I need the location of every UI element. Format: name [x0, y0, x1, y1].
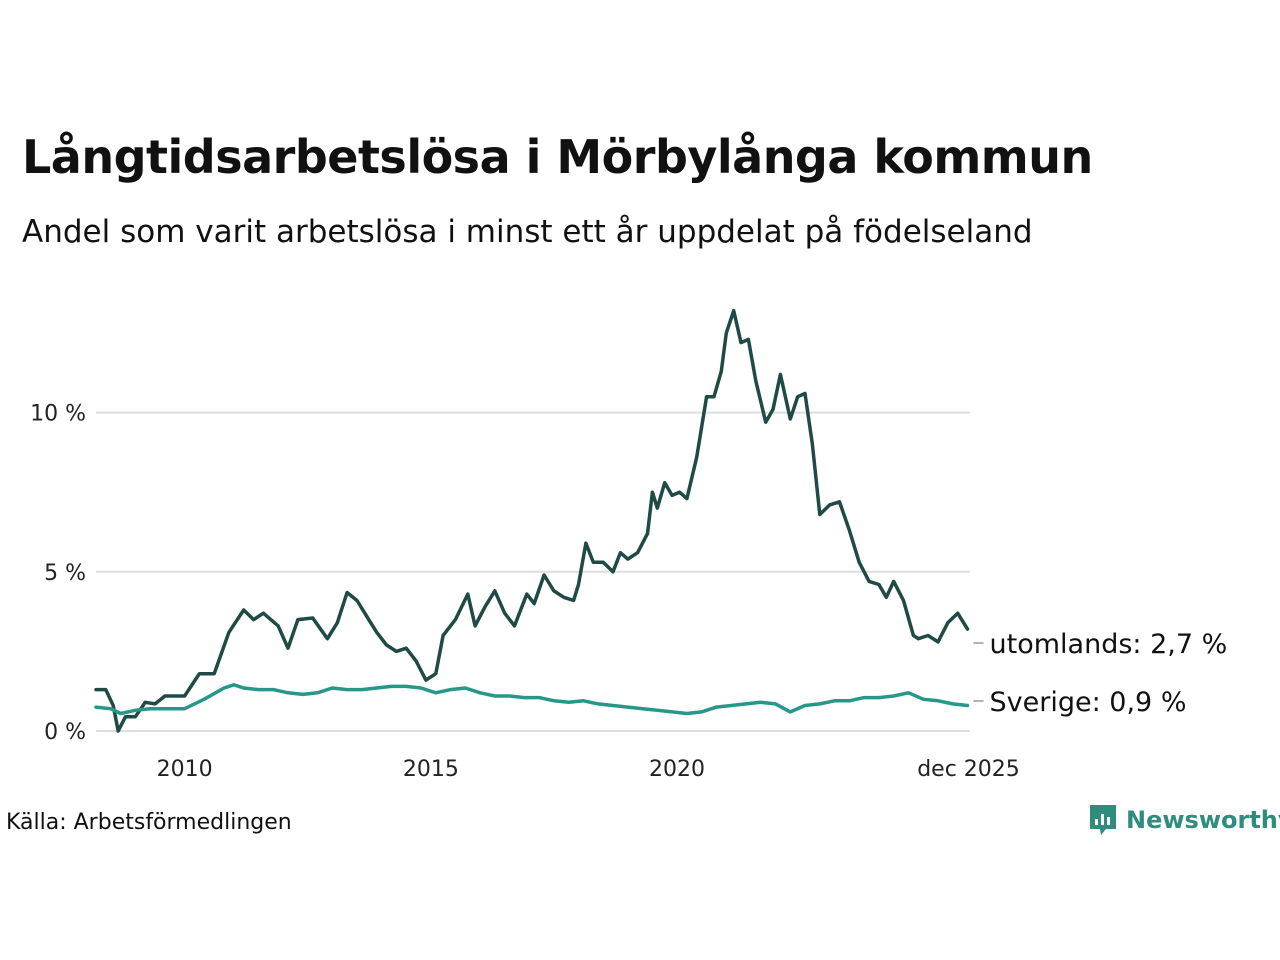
source-note: Källa: Arbetsförmedlingen	[6, 810, 292, 835]
y-axis: 0 % 5 % 10 %	[30, 402, 86, 745]
series-end-label: utomlands: 2,7 %	[990, 629, 1228, 660]
x-tick-label: 2020	[649, 757, 705, 782]
y-tick-label: 0 %	[44, 720, 86, 745]
x-tick-label: 2015	[403, 757, 459, 782]
y-tick-label: 5 %	[44, 561, 86, 586]
series-line-sverige	[94, 683, 970, 716]
series-line-utomlands	[94, 308, 970, 733]
brand-name: Newsworthy	[1126, 806, 1280, 834]
y-tick-label: 10 %	[30, 402, 86, 427]
series-end-labels: utomlands: 2,7 % Sverige: 0,9 %	[973, 629, 1228, 718]
gridlines	[96, 411, 970, 732]
x-axis: 2010 2015 2020 dec 2025	[157, 757, 1020, 782]
chart-subtitle: Andel som varit arbetslösa i minst ett å…	[22, 214, 1033, 250]
series-lines	[94, 308, 970, 733]
chart-title: Långtidsarbetslösa i Mörbylånga kommun	[22, 130, 1093, 184]
newsworthy-icon	[1090, 805, 1116, 835]
x-tick-label: 2010	[157, 757, 213, 782]
series-end-label: Sverige: 0,9 %	[990, 687, 1187, 718]
x-tick-label: dec 2025	[917, 757, 1020, 782]
newsworthy-logo: Newsworthy	[1088, 803, 1280, 837]
